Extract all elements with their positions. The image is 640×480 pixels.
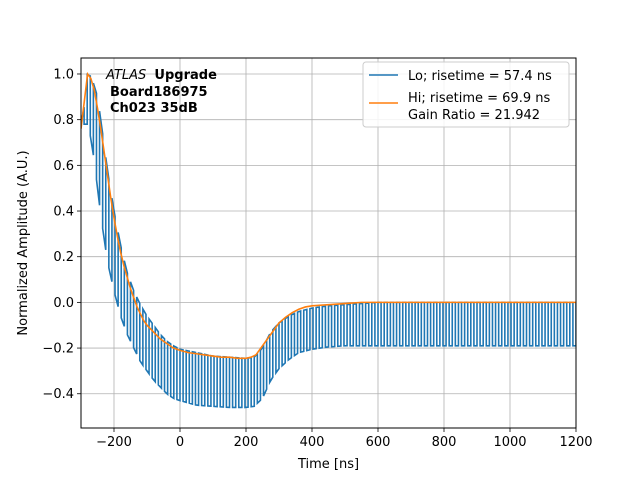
y-tick-label: 0.8 [53, 113, 74, 128]
y-tick-label: 0.2 [53, 250, 74, 265]
y-tick-label: 1.0 [53, 67, 74, 82]
x-tick-label: 600 [366, 435, 391, 450]
legend: Lo; risetime = 57.4 ns Hi; risetime = 69… [362, 61, 570, 128]
legend-label-hi-line1: Hi; risetime = 69.9 ns [408, 91, 550, 106]
legend-label-hi: Hi; risetime = 69.9 ns Gain Ratio = 21.9… [408, 91, 554, 123]
plot-frame [80, 57, 577, 429]
y-axis-ticks: −0.4 −0.2 0.0 0.2 0.4 0.6 0.8 1.0 [42, 67, 81, 402]
y-tick-label: −0.2 [42, 342, 74, 357]
x-tick-label: 800 [432, 435, 457, 450]
atlas-annotation: ATLAS Upgrade Board186975 Ch023 35dB [105, 68, 217, 116]
board-label: Board186975 [110, 85, 208, 100]
x-tick-label: 0 [176, 435, 184, 450]
svg-text:ATLAS Upgrade: ATLAS Upgrade [105, 68, 217, 83]
y-axis-label: Normalized Amplitude (A.U.) [16, 150, 31, 335]
x-tick-label: 1000 [493, 435, 526, 450]
x-tick-label: 400 [300, 435, 325, 450]
legend-label-hi-line2: Gain Ratio = 21.942 [408, 108, 540, 123]
x-axis-ticks: −200 0 200 400 600 800 1000 1200 [96, 428, 593, 450]
series-lo-line [81, 73, 576, 409]
x-axis-label: Time [ns] [297, 457, 359, 472]
series-layer [81, 71, 576, 409]
y-tick-label: 0.6 [53, 159, 74, 174]
x-tick-label: 1200 [559, 435, 592, 450]
legend-label-lo: Lo; risetime = 57.4 ns [408, 69, 552, 84]
upgrade-label: Upgrade [154, 68, 217, 83]
series-hi-line [81, 71, 576, 360]
legend-box [362, 61, 570, 128]
atlas-label: ATLAS [105, 68, 146, 83]
y-tick-label: 0.4 [53, 205, 74, 220]
x-tick-label: 200 [234, 435, 259, 450]
x-tick-label: −200 [96, 435, 132, 450]
y-tick-label: 0.0 [53, 296, 74, 311]
y-tick-label: −0.4 [42, 387, 74, 402]
channel-label: Ch023 35dB [110, 101, 198, 116]
